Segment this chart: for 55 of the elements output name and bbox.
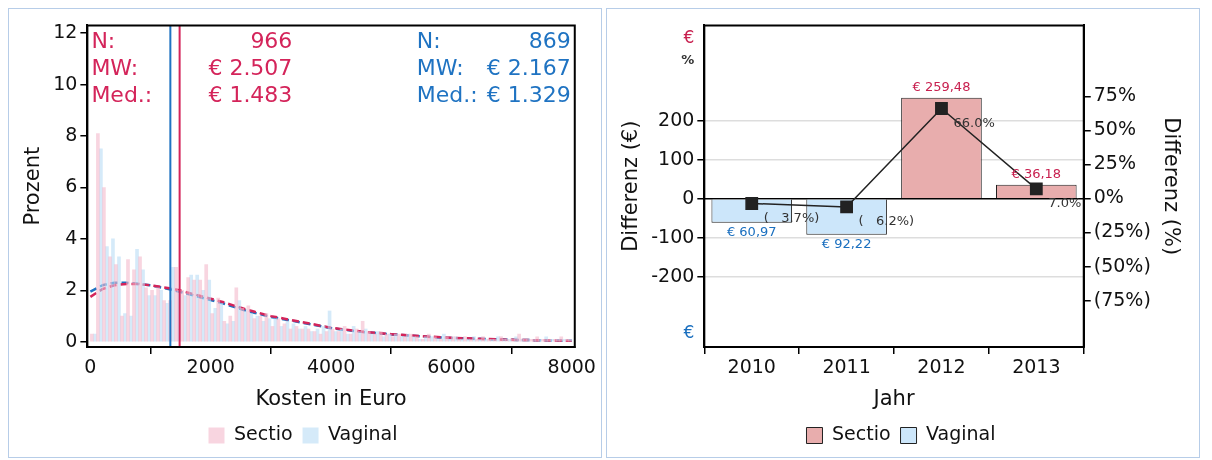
y-tick-label: 10: [53, 71, 78, 94]
annotation: MW: € 2.167: [416, 55, 571, 81]
data-label: € 259,48: [912, 79, 971, 95]
y2-tick-label: (75%): [1093, 287, 1151, 310]
legend-label: Vaginal: [328, 422, 398, 445]
y2-axis-title: Differenz (%): [1159, 117, 1184, 256]
y2-tick-label: 75%: [1093, 83, 1136, 106]
y-tick-label: 100: [658, 146, 695, 169]
y-tick-label: 4: [65, 225, 78, 248]
text: Med.: € 1.483: [91, 82, 293, 108]
legend-label: Sectio: [233, 422, 293, 445]
y2-tick-label: (50%): [1093, 253, 1151, 276]
text: N: 869: [416, 28, 571, 54]
x-tick-label: 2012: [917, 355, 966, 378]
text: MW: € 2.507: [91, 55, 293, 81]
y2-tick-label: (25%): [1093, 219, 1151, 242]
annotation: Med.: € 1.329: [416, 82, 571, 108]
x-tick-label: 2010: [727, 355, 776, 378]
y2-tick-label: 0%: [1093, 185, 1124, 208]
point: [1029, 182, 1043, 196]
y2-tick-label: 25%: [1093, 151, 1136, 174]
x-tick-label: 4000: [306, 355, 356, 378]
y-axis-title: Differenz (€): [618, 120, 643, 252]
y-tick-label: 6: [65, 174, 78, 197]
x-axis-title: Jahr: [871, 385, 915, 410]
x-tick-label: 0: [84, 355, 97, 378]
point: [745, 197, 759, 210]
y-tick-label: 2: [65, 277, 78, 300]
x-axis-title: Kosten in Euro: [255, 385, 407, 410]
x-tick-label: 8000: [547, 355, 596, 378]
annotation: € 60,97: [726, 224, 777, 240]
y-tick-label: -200: [651, 263, 695, 286]
y-tick-label: -100: [651, 224, 695, 247]
y2-tick-label: 50%: [1093, 117, 1136, 140]
text: %: [681, 51, 695, 67]
point: [840, 200, 854, 214]
text: €: [683, 322, 695, 343]
data-label: 7.0%: [1048, 195, 1082, 211]
y-tick-label: 8: [65, 122, 78, 145]
legend-label: Vaginal: [926, 422, 996, 445]
y-axis-title: Prozent: [20, 146, 45, 226]
annotation: € 92,22: [821, 236, 872, 252]
x-tick-label: 2013: [1012, 355, 1061, 378]
text: N: 966: [91, 28, 293, 54]
y-tick-label: 0: [65, 328, 78, 351]
legend-label: Sectio: [831, 422, 891, 445]
data-label: € 36,18: [1011, 166, 1062, 182]
y-tick-label: 12: [53, 20, 78, 43]
x-tick-label: 2011: [822, 355, 871, 378]
text: €: [683, 26, 695, 47]
x-tick-label: 2000: [186, 355, 235, 378]
y-tick-label: 0: [682, 185, 695, 208]
x-tick-label: 6000: [427, 355, 476, 378]
point: [935, 102, 948, 115]
y-tick-label: 200: [658, 107, 695, 130]
